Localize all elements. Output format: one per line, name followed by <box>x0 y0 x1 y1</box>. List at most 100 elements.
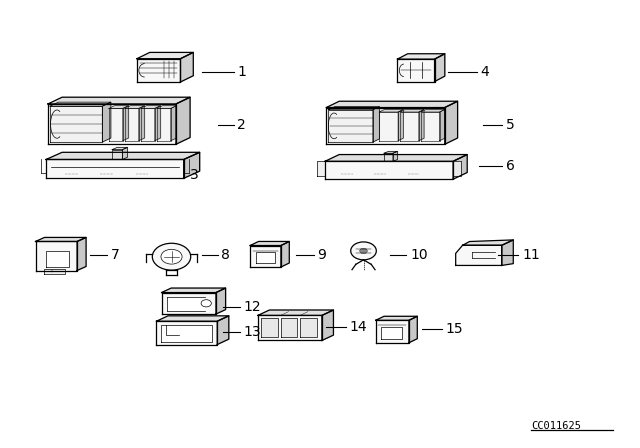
Polygon shape <box>258 315 322 340</box>
Polygon shape <box>48 104 176 144</box>
Text: 3: 3 <box>189 168 198 182</box>
Polygon shape <box>161 293 216 314</box>
Polygon shape <box>46 152 200 159</box>
Polygon shape <box>502 240 513 265</box>
Polygon shape <box>440 109 445 141</box>
Polygon shape <box>322 310 333 340</box>
Text: 7: 7 <box>111 248 120 263</box>
Polygon shape <box>250 241 289 246</box>
Polygon shape <box>109 108 123 141</box>
Polygon shape <box>257 252 275 263</box>
Polygon shape <box>35 241 77 271</box>
Polygon shape <box>456 246 502 265</box>
Polygon shape <box>453 155 467 179</box>
Text: 12: 12 <box>244 300 262 314</box>
Polygon shape <box>397 54 445 59</box>
Polygon shape <box>376 316 417 320</box>
Text: 13: 13 <box>244 324 262 339</box>
Polygon shape <box>77 237 86 271</box>
Polygon shape <box>380 109 403 112</box>
Polygon shape <box>281 241 289 267</box>
Polygon shape <box>381 327 403 339</box>
Text: 9: 9 <box>317 248 326 263</box>
Polygon shape <box>419 109 424 141</box>
Polygon shape <box>216 288 226 314</box>
Polygon shape <box>137 52 193 59</box>
Polygon shape <box>141 108 155 141</box>
Text: 6: 6 <box>506 159 515 173</box>
Polygon shape <box>157 106 177 108</box>
Polygon shape <box>409 316 417 343</box>
Polygon shape <box>156 316 229 321</box>
Polygon shape <box>398 109 403 141</box>
Polygon shape <box>125 108 139 141</box>
Polygon shape <box>435 54 445 82</box>
Text: 11: 11 <box>522 248 540 263</box>
Polygon shape <box>250 246 281 267</box>
Polygon shape <box>155 106 161 141</box>
Polygon shape <box>326 108 445 144</box>
Polygon shape <box>141 106 161 108</box>
Text: 14: 14 <box>349 320 367 334</box>
Text: 1: 1 <box>237 65 246 79</box>
Text: 8: 8 <box>221 248 230 263</box>
Polygon shape <box>328 107 380 110</box>
Polygon shape <box>326 101 458 108</box>
Polygon shape <box>102 102 111 142</box>
Polygon shape <box>44 269 65 274</box>
Circle shape <box>161 249 182 264</box>
Circle shape <box>360 248 367 254</box>
Polygon shape <box>218 316 229 345</box>
Polygon shape <box>139 106 145 141</box>
Polygon shape <box>384 153 393 161</box>
Polygon shape <box>380 112 398 141</box>
Polygon shape <box>445 101 458 144</box>
Polygon shape <box>384 151 397 153</box>
Polygon shape <box>123 106 129 141</box>
Polygon shape <box>463 240 513 246</box>
Text: 4: 4 <box>481 65 490 79</box>
Polygon shape <box>376 320 409 343</box>
Circle shape <box>351 242 376 260</box>
Polygon shape <box>112 147 127 150</box>
Circle shape <box>152 243 191 270</box>
Polygon shape <box>317 161 325 176</box>
Polygon shape <box>258 310 333 315</box>
Polygon shape <box>397 59 435 82</box>
Polygon shape <box>125 106 145 108</box>
Polygon shape <box>109 106 129 108</box>
Polygon shape <box>46 251 69 267</box>
Polygon shape <box>180 52 193 82</box>
Polygon shape <box>393 151 397 161</box>
Polygon shape <box>171 106 177 141</box>
Polygon shape <box>122 147 127 159</box>
Polygon shape <box>46 159 184 178</box>
Polygon shape <box>184 152 200 178</box>
Polygon shape <box>161 288 226 293</box>
Text: 2: 2 <box>237 118 246 133</box>
Text: 5: 5 <box>506 118 515 133</box>
Polygon shape <box>156 321 218 345</box>
Text: CC011625: CC011625 <box>531 422 581 431</box>
Polygon shape <box>325 155 467 161</box>
Polygon shape <box>176 97 190 144</box>
Polygon shape <box>453 161 461 176</box>
Polygon shape <box>48 97 190 104</box>
Polygon shape <box>400 112 419 141</box>
Text: 10: 10 <box>410 248 428 263</box>
Polygon shape <box>157 108 171 141</box>
Circle shape <box>201 300 211 307</box>
Polygon shape <box>35 237 86 241</box>
Polygon shape <box>400 109 424 112</box>
Polygon shape <box>50 106 102 142</box>
Polygon shape <box>280 319 298 337</box>
Polygon shape <box>161 325 212 342</box>
Polygon shape <box>112 150 122 159</box>
Polygon shape <box>167 297 205 311</box>
Polygon shape <box>137 59 180 82</box>
Polygon shape <box>373 107 380 142</box>
Polygon shape <box>421 112 440 141</box>
Polygon shape <box>50 102 111 106</box>
Text: 15: 15 <box>445 322 463 336</box>
Polygon shape <box>300 319 317 337</box>
